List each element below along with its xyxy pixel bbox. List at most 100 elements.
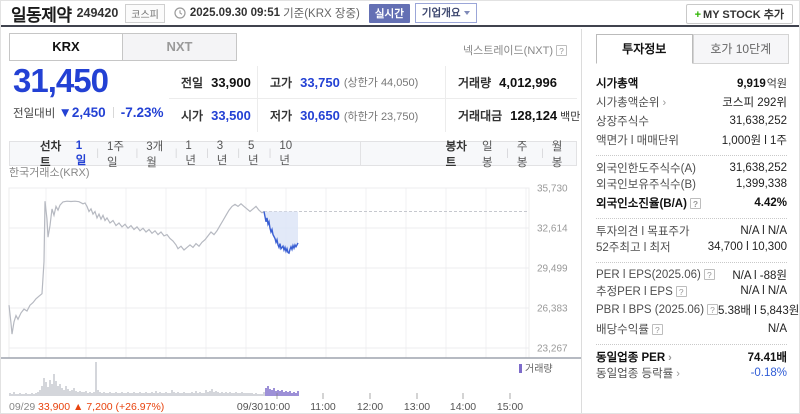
volume-bar (293, 392, 295, 396)
market-badge: 코스피 (125, 3, 165, 23)
volume-bar (133, 392, 135, 396)
x-axis-label: 15:00 (497, 401, 523, 413)
stat-value: 128,124 (510, 108, 558, 123)
info-value: 74.41배 (747, 352, 787, 364)
info-row: PER l EPS(2025.06)? N/A l -88원 (596, 262, 787, 282)
volume-bar (25, 393, 27, 396)
volume-bar (103, 392, 105, 396)
price-chart[interactable]: 한국거래소(KRX) 35,730 32,614 29,499 26,383 23,267… (1, 164, 581, 413)
divider: | (541, 148, 544, 159)
range-item-3년[interactable]: 3년 (216, 139, 228, 167)
help-icon[interactable]: ? (675, 285, 687, 297)
range-item-5년[interactable]: 5년 (248, 139, 259, 167)
volume-bar (217, 392, 219, 396)
volume-bar (247, 393, 249, 396)
volume-bar (253, 394, 255, 396)
nxt-link[interactable]: 넥스트레이드(NXT)? (463, 42, 567, 58)
volume-bar (23, 394, 25, 396)
volume-bar (255, 393, 257, 396)
volume-bar (65, 386, 67, 396)
volume-bar (111, 393, 113, 396)
info-unit: 억원 (766, 77, 787, 90)
range-item-3개월[interactable]: 3개월 (146, 140, 164, 169)
info-label: 외국인소진율(B/A)? (596, 195, 701, 211)
candle-item-일봉[interactable]: 일봉 (482, 140, 493, 169)
info-rows: 시가총액 9,919억원 시가총액순위 › 코스피 292위 상장주식수 31,638,25… (596, 73, 799, 382)
volume-bar (263, 392, 265, 396)
help-icon[interactable]: ? (689, 197, 701, 209)
volume-bar (113, 393, 115, 396)
volume-bar (275, 391, 277, 396)
volume-bar (199, 392, 201, 396)
candle-item-주봉[interactable]: 주봉 (516, 140, 528, 169)
volume-bar (55, 381, 57, 396)
volume-bar (153, 393, 155, 396)
stat-extra: (상한가 44,050) (343, 77, 419, 89)
volume-bar (283, 392, 285, 396)
volume-bar (221, 392, 223, 396)
candle-item-월봉[interactable]: 월봉 (551, 140, 563, 169)
chevron-down-icon (463, 11, 470, 15)
stat-label: 시가 (181, 109, 204, 123)
help-icon[interactable]: ? (651, 323, 663, 335)
volume-bar (81, 392, 83, 396)
range-item-1일[interactable]: 1일 (75, 139, 87, 167)
volume-legend-icon (519, 364, 522, 373)
info-label: PER l EPS(2025.06)? (596, 269, 715, 281)
divider (359, 141, 361, 166)
info-value: 5.38배 l 5,843원 (718, 304, 800, 317)
stat-label: 저가 (270, 109, 293, 123)
info-label: 액면가 l 매매단위 (596, 134, 680, 147)
volume-bar (57, 386, 59, 396)
info-tab-inactive[interactable]: 호가 10단계 (692, 34, 789, 64)
volume-bar (37, 392, 39, 396)
volume-bar (53, 374, 55, 396)
info-value: 1,000원 l 1주 (721, 134, 787, 147)
volume-bar (49, 380, 51, 396)
info-value: N/A l N/A (740, 284, 787, 297)
volume-bar (15, 394, 17, 396)
volume-bar (271, 390, 273, 396)
volume-bar (241, 392, 243, 396)
range-label: 선차트 (40, 140, 62, 169)
volume-bar (97, 390, 99, 396)
volume-bar (91, 393, 93, 396)
y-axis-label: 32,614 (537, 224, 568, 235)
volume-bar (249, 393, 251, 396)
volume-bar (51, 384, 53, 396)
price-stats-grid: 전일 33,900 고가 33,750 (상한가 44,050) 거래량 4,012,996… (169, 66, 581, 132)
header: 일동제약 249420 코스피 2025.09.30 09:51 기준(KRX … (1, 1, 799, 27)
volume-bar (89, 392, 91, 396)
info-tab-active[interactable]: 투자정보 (596, 34, 693, 64)
help-icon[interactable]: ? (703, 269, 715, 280)
company-overview-button[interactable]: 기업개요 (414, 3, 477, 23)
volume-bar (147, 393, 149, 396)
help-icon[interactable]: ? (556, 45, 567, 56)
current-price: 31,450 (13, 62, 109, 99)
stat-unit: 백만 (560, 110, 581, 123)
stat-value: 33,500 (211, 108, 251, 123)
add-mystock-button[interactable]: + MY STOCK 추가 (685, 4, 793, 24)
tab-krx[interactable]: KRX (9, 33, 123, 61)
range-item-1주일[interactable]: 1주일 (107, 140, 124, 169)
info-value: 31,638,252 (729, 162, 787, 174)
info-row: 상장주식수 31,638,252 (596, 111, 787, 130)
range-item-1년[interactable]: 1년 (185, 139, 197, 167)
help-icon[interactable]: ? (707, 303, 719, 315)
volume-bar (205, 390, 207, 396)
volume-bar (39, 390, 41, 396)
today-line (263, 211, 299, 255)
price-change-row: 전일대비 ▼2,450 -7.23% (13, 105, 163, 121)
stock-name: 일동제약 (11, 5, 72, 25)
tab-nxt[interactable]: NXT (123, 33, 237, 61)
range-item-10년[interactable]: 10년 (279, 139, 293, 167)
volume-bar (125, 393, 127, 396)
info-label: 외국인한도주식수(A) (596, 163, 696, 175)
info-row: 동일업종 등락률 › -0.18% (596, 363, 787, 382)
stat-label: 전일 (181, 75, 204, 90)
volume-bar (61, 388, 63, 396)
chart-source-label: 한국거래소(KRX) (9, 166, 90, 179)
volume-bar (85, 391, 87, 396)
info-value: N/A (767, 322, 787, 335)
info-row: 추정PER l EPS? N/A l N/A (596, 281, 787, 300)
